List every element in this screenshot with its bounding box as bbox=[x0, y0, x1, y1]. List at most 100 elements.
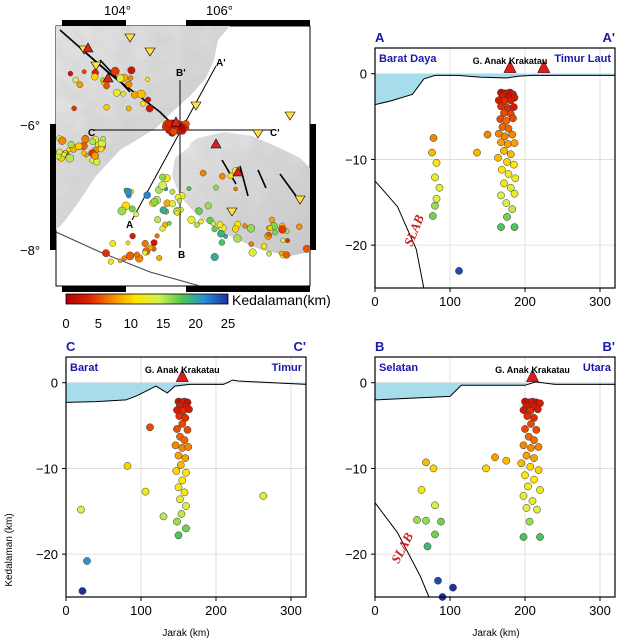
x-tick-label: 0 bbox=[371, 294, 378, 309]
epicenter-dot bbox=[154, 216, 162, 224]
y-axis-label: Kedalaman (km) bbox=[4, 513, 15, 586]
map-frame-bottom-left bbox=[62, 286, 126, 292]
hypocenter-point bbox=[180, 436, 189, 444]
hypocenter-point bbox=[527, 420, 535, 428]
epicenter-dot bbox=[81, 135, 90, 144]
hypocenter-point bbox=[432, 195, 441, 203]
direction-left: Barat bbox=[70, 362, 98, 374]
hypocenter-point bbox=[510, 189, 519, 198]
epicenter-dot bbox=[91, 151, 100, 160]
section-corner-right: A' bbox=[603, 30, 615, 45]
hypocenter-point bbox=[502, 199, 511, 207]
epicenter-dot bbox=[195, 207, 203, 215]
epicenter-dot bbox=[168, 200, 176, 208]
hypocenter-point bbox=[506, 183, 515, 192]
epicenter-dot bbox=[117, 258, 123, 263]
epicenter-dot bbox=[219, 173, 226, 180]
map-frame-top-left bbox=[62, 20, 126, 26]
hypocenter-point bbox=[522, 504, 531, 512]
hypocenter-point bbox=[141, 487, 150, 496]
volcano-label: G. Anak Krakatau bbox=[473, 56, 548, 66]
x-tick-label: 0 bbox=[371, 603, 378, 618]
hypocenter-point bbox=[533, 505, 541, 514]
section-c-c-prime: G. Anak Krakatau 0 100 200 300 0 −10 −20 C C' Bara… bbox=[36, 339, 307, 618]
hypocenter-point bbox=[533, 405, 542, 414]
y-tick-label: −20 bbox=[345, 547, 367, 562]
bathymetry-line bbox=[65, 379, 307, 403]
hypocenter-point bbox=[509, 103, 518, 111]
hypocenter-point bbox=[510, 139, 519, 147]
epicenter-dot bbox=[133, 211, 139, 218]
hypocenter-point bbox=[494, 153, 502, 162]
map-frame-right-top bbox=[310, 124, 316, 250]
epicenter-dot bbox=[128, 205, 136, 213]
bathymetry-line bbox=[374, 381, 615, 401]
hypocenter-point bbox=[509, 114, 517, 123]
epicenter-dot bbox=[72, 76, 79, 84]
x-tick-label: 200 bbox=[514, 603, 536, 618]
hypocenter-point bbox=[517, 459, 526, 468]
x-tick-label: 200 bbox=[514, 294, 536, 309]
epicenter-dot bbox=[272, 229, 278, 236]
hypocenter-point bbox=[429, 464, 438, 473]
hypocenter-point bbox=[431, 201, 439, 210]
hypocenter-point bbox=[176, 461, 185, 469]
hypocenter-point bbox=[146, 423, 154, 432]
hypocenter-point bbox=[178, 420, 187, 428]
x-tick-label: 300 bbox=[280, 603, 302, 618]
x-tick-label: 300 bbox=[589, 603, 611, 618]
epicenter-dot bbox=[76, 81, 84, 88]
section-label-a-prime: A' bbox=[216, 58, 226, 69]
hypocenter-point bbox=[423, 542, 432, 551]
direction-right: Timur bbox=[272, 362, 303, 374]
hypocenter-point bbox=[178, 476, 187, 485]
colorbar-tick-label: 0 bbox=[62, 316, 69, 331]
epicenter-dot bbox=[216, 221, 224, 228]
hypocenter-point bbox=[523, 412, 532, 420]
epicenter-dot bbox=[140, 100, 146, 107]
section-corner-left: B bbox=[375, 339, 384, 354]
section-label-b: B bbox=[178, 250, 185, 261]
epicenter-dot bbox=[169, 127, 178, 136]
epicenter-dot bbox=[143, 191, 151, 199]
epicenter-dot bbox=[129, 233, 136, 240]
hypocenter-point bbox=[508, 130, 517, 139]
lon-tick-104: 104° bbox=[104, 3, 131, 18]
hypocenter-point bbox=[77, 505, 85, 514]
epicenter-dot bbox=[61, 151, 67, 158]
epicenter-dot bbox=[217, 229, 225, 238]
x-tick-label: 100 bbox=[439, 294, 461, 309]
epicenter-dot bbox=[125, 80, 133, 88]
hypocenter-point bbox=[510, 223, 519, 231]
epicenter-dot bbox=[141, 239, 149, 247]
hypocenter-point bbox=[174, 451, 183, 460]
epicenter-dot bbox=[159, 225, 166, 232]
y-tick-label: −20 bbox=[36, 547, 58, 562]
epicenter-dot bbox=[218, 239, 226, 246]
epicenter-dot bbox=[103, 104, 110, 111]
section-corner-right: B' bbox=[603, 339, 615, 354]
land-sumatra-relief bbox=[56, 26, 230, 230]
section-corner-right: C' bbox=[294, 339, 306, 354]
direction-right: Utara bbox=[583, 362, 612, 374]
hypocenter-point bbox=[504, 124, 513, 133]
epicenter-dot bbox=[233, 186, 238, 192]
epicenter-dot bbox=[266, 250, 272, 257]
hypocenter-point bbox=[519, 492, 528, 500]
sea-water bbox=[375, 382, 615, 400]
station-triangle bbox=[226, 207, 238, 217]
hypocenter-point bbox=[506, 96, 515, 105]
epicenter-dot bbox=[127, 66, 136, 75]
hypocenter-point bbox=[182, 468, 190, 477]
epicenter-dot bbox=[66, 147, 71, 153]
hypocenter-point bbox=[536, 486, 544, 494]
colorbar-ticks: 0 5 10 15 20 25 bbox=[62, 316, 235, 331]
volcano-triangle bbox=[170, 116, 182, 127]
map-frame-top-right bbox=[186, 20, 310, 26]
epicenter-dot bbox=[210, 221, 216, 227]
volcano-marker bbox=[537, 59, 551, 73]
colorbar-tick-label: 15 bbox=[156, 316, 170, 331]
colorbar: Kedalaman(km) 0 5 10 15 20 25 bbox=[62, 292, 330, 331]
